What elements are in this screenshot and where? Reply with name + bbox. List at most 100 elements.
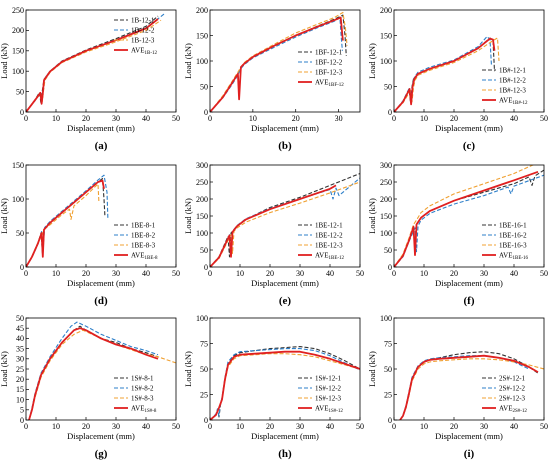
y-tick-label: 75 [200,339,208,348]
x-tick-label: 10 [52,269,60,278]
legend-label: 1BF-12-1 [315,49,343,57]
series-line [394,35,493,112]
y-tick-label: 0 [20,263,24,272]
x-tick-label: 0 [392,422,396,431]
x-tick-label: 50 [356,269,364,278]
legend-subscript: 1S#-12 [328,409,343,414]
plot-frame [25,317,177,421]
y-tick-label: 300 [380,161,392,170]
y-tick-label: 0 [204,108,208,117]
series-line [28,327,159,420]
y-tick-label: 25 [16,365,24,374]
legend-label: 2S#-12-3 [499,395,526,403]
x-tick-label: 40 [142,114,150,123]
y-tick-label: 25 [384,390,392,399]
x-tick-label: 40 [142,422,150,431]
legend-label: 1B-12-2 [131,27,155,35]
legend-label: AVE1S#-12 [315,405,343,415]
legend-label: AVE1S#-8 [131,405,157,415]
chart-panel: 0 10 20 30 40 50 0 50 100 150 200 250 Displacement (… [0,6,180,152]
y-tick-label: 0 [20,416,24,425]
x-tick-label: 50 [356,422,364,431]
x-tick-label: 0 [392,114,396,123]
y-tick-label: 5 [20,406,24,415]
panel-label: (g) [95,448,108,460]
y-tick-label: 0 [20,108,24,117]
y-tick-label: 300 [196,161,208,170]
legend-label: AVE1BE-12 [315,252,345,262]
x-tick-label: 20 [266,269,274,278]
y-tick-label: 50 [200,246,208,255]
series-line [394,37,496,112]
x-tick-label: 10 [420,269,428,278]
chart-panel: 0 10 20 30 40 50 0 50 100 150 200 250 300 Displacemen… [367,161,548,307]
legend-subscript: 1S#-8 [144,409,156,414]
legend-label: 1BE-8-2 [131,232,156,240]
y-tick-label: 75 [384,339,392,348]
y-tick-label: 0 [204,263,208,272]
x-tick-label: 30 [296,422,304,431]
x-tick-label: 50 [172,422,180,431]
x-tick-label: 30 [296,269,304,278]
y-tick-label: 200 [196,6,208,15]
y-tick-label: 50 [16,229,24,238]
y-tick-label: 100 [12,195,24,204]
y-tick-label: 100 [196,57,208,66]
plot-frame [209,317,361,421]
x-tick-label: 30 [112,114,120,123]
series-line [394,169,544,267]
chart-panel: 0 10 20 30 40 50 0 50 100 150 200 250 300 Displacemen… [183,161,364,307]
series-line [210,350,360,420]
x-tick-label: 0 [392,269,396,278]
legend-label: 1B#-12-3 [499,87,526,95]
legend-label: AVE2S#-12 [499,405,527,415]
y-tick-label: 0 [388,263,392,272]
panel-label: (f) [464,295,475,307]
legend-label: AVE1BE-16 [499,252,529,262]
x-tick-label: 20 [82,422,90,431]
y-tick-label: 50 [384,365,392,374]
series-line [210,181,360,267]
x-axis-label: Displacement (mm) [251,431,319,441]
y-axis-label: Load (kN) [367,351,377,387]
y-tick-label: 150 [196,31,208,40]
legend-label: 1BE-16-1 [499,222,527,230]
chart-panel: 0 10 20 30 0 50 100 150 200 Displacement (mm) Load… [183,6,361,152]
x-tick-label: 30 [112,269,120,278]
x-tick-label: 20 [82,114,90,123]
legend-subscript: 2S#-12 [512,409,527,414]
legend-label: 1B-12-3 [131,37,155,45]
series-line [28,329,176,420]
series-line [26,183,100,267]
y-tick-label: 150 [380,212,392,221]
y-tick-label: 200 [12,26,24,35]
legend-label: 1B#-12-1 [499,67,526,75]
legend-label: 1BF-12-2 [315,59,343,67]
y-tick-label: 100 [196,314,208,323]
series-line [26,178,106,267]
x-axis-label: Displacement (mm) [67,123,135,133]
panel-label: (h) [278,448,292,460]
series-line [26,174,109,267]
x-tick-label: 30 [480,114,488,123]
x-tick-label: 10 [420,114,428,123]
panel-label: (b) [278,140,292,152]
legend-label: 2S#-12-2 [499,385,526,393]
legend-label: 1BE-12-1 [315,222,343,230]
panel-label: (a) [95,140,108,152]
legend-label: 1S#-12-3 [315,395,342,403]
legend-subscript: 1B#-12 [512,101,528,106]
x-tick-label: 30 [112,422,120,431]
legend-label: 1S#-12-2 [315,385,342,393]
series-line [394,37,496,112]
panel-label: (d) [94,295,108,307]
y-tick-label: 50 [384,246,392,255]
y-tick-label: 20 [16,375,24,384]
y-tick-label: 40 [16,334,24,343]
y-tick-label: 25 [200,390,208,399]
legend-label: 1BE-12-3 [315,242,343,250]
y-axis-label: Load (kN) [0,198,9,234]
legend-label: 1BE-16-2 [499,232,527,240]
y-tick-label: 200 [380,6,392,15]
y-tick-label: 200 [380,195,392,204]
